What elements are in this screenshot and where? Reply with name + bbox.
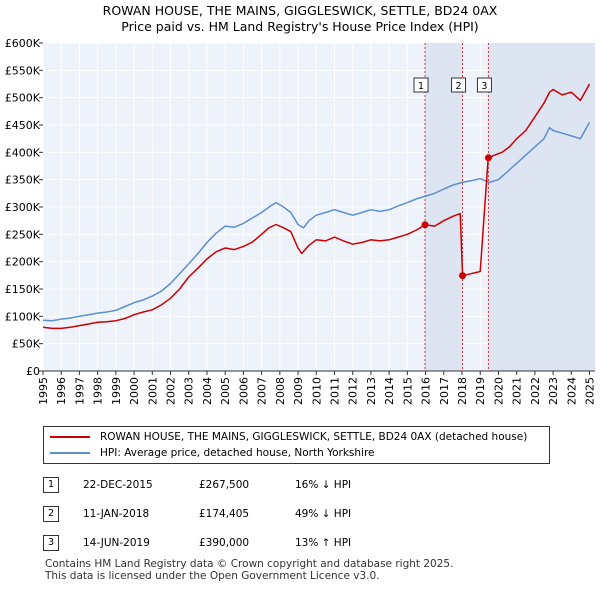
y-tick-label: £350K [5,174,41,187]
x-tick-label: 2001 [146,377,159,405]
x-tick-label: 1999 [110,377,123,405]
x-tick-label: 2000 [128,377,141,405]
x-tick-label: 2022 [529,377,542,405]
x-tick-label: 2003 [183,377,196,405]
y-tick-label: £0 [26,365,40,378]
x-tick-label: 1995 [37,377,50,405]
sale-point [459,272,467,280]
sale-marker-box: 1 [43,476,59,493]
x-tick-label: 2017 [438,377,451,405]
sale-marker-box [413,77,429,93]
sale-marker-box: 2 [43,505,59,522]
x-tick-label: 2023 [547,377,560,405]
x-tick-label: 2016 [420,377,433,405]
hpi-line [42,121,591,322]
table-row: 3 14-JUN-2019 £390,000 13% ↑ HPI [43,528,415,557]
table-row: 2 11-JAN-2018 £174,405 49% ↓ HPI [43,499,415,528]
x-tick-label: 2008 [274,377,287,405]
x-tick-label: 2021 [511,377,524,405]
sale-period-shade [425,43,463,371]
sale-price: £174,405 [199,507,250,520]
x-tick-label: 2006 [237,377,250,405]
x-tick-label: 2011 [328,377,341,405]
sale-price: £267,500 [199,478,250,491]
sales-table: 1 22-DEC-2015 £267,500 16% ↓ HPI 2 11-JA… [43,470,415,557]
x-tick-label: 2009 [292,377,305,405]
y-tick-label: £550K [5,64,41,77]
footer-license: This data is licensed under the Open Gov… [45,570,380,582]
legend-label-property: ROWAN HOUSE, THE MAINS, GIGGLESWICK, SET… [100,431,528,443]
sale-period-shade [488,43,595,371]
y-tick-label: £300K [5,201,41,214]
sale-date: 14-JUN-2019 [83,536,150,549]
x-tick-label: 2024 [565,377,578,405]
y-tick-label: £600K [5,37,41,50]
x-tick-label: 2012 [347,377,360,405]
sale-marker-box [451,77,467,93]
sale-hpi-diff: 16% ↓ HPI [295,478,352,491]
property-price-line [42,83,591,330]
sale-date: 11-JAN-2018 [83,507,150,520]
x-tick-label: 2010 [310,377,323,405]
legend-swatch-hpi [50,452,90,454]
legend-item-property: ROWAN HOUSE, THE MAINS, GIGGLESWICK, SET… [50,429,527,445]
y-tick-label: £450K [5,119,41,132]
x-tick-label: 2002 [165,377,178,405]
x-tick-label: 2020 [492,377,505,405]
y-tick-label: £250K [5,228,41,241]
x-tick-label: 1996 [55,377,68,405]
price-chart: 1 2 3 £0 £50K £100K £150K £200K £250K £300K £350K £… [5,37,597,405]
table-row: 1 22-DEC-2015 £267,500 16% ↓ HPI [43,470,415,499]
x-tick-label: 1998 [92,377,105,405]
y-tick-label: £100K [5,310,41,323]
x-tick-label: 2005 [219,377,232,405]
x-tick-label: 2018 [456,377,469,405]
sale-marker-box [476,77,492,93]
x-tick-label: 1997 [73,377,86,405]
y-tick-label: £150K [5,283,41,296]
x-tick-label: 2007 [256,377,269,405]
footer: Contains HM Land Registry data © Crown c… [45,558,453,582]
footer-copyright: Contains HM Land Registry data © Crown c… [45,558,454,570]
x-tick-label: 2013 [365,377,378,405]
x-tick-label: 2019 [474,377,487,405]
y-tick-label: £200K [5,256,41,269]
y-tick-label: £500K [5,92,41,105]
sale-point [484,154,492,162]
y-tick-label: £50K [12,338,41,351]
sale-marker-label: 3 [481,81,487,92]
legend-item-hpi: HPI: Average price, detached house, Nort… [50,445,375,461]
sale-price: £390,000 [199,536,250,549]
sale-marker-box: 3 [43,534,59,551]
sale-marker-label: 1 [418,81,424,92]
x-tick-label: 2014 [383,377,396,405]
legend-swatch-property [50,436,90,438]
chart-title-line2: Price paid vs. HM Land Registry's House … [121,19,479,34]
sale-date: 22-DEC-2015 [83,478,153,491]
x-tick-label: 2025 [584,377,597,405]
x-tick-label: 2015 [401,377,414,405]
legend: ROWAN HOUSE, THE MAINS, GIGGLESWICK, SET… [43,426,550,464]
y-tick-label: £400K [5,146,41,159]
sale-hpi-diff: 13% ↑ HPI [295,536,352,549]
legend-label-hpi: HPI: Average price, detached house, Nort… [100,447,375,459]
sale-marker-label: 2 [456,81,462,92]
x-tick-label: 2004 [201,377,214,405]
sale-point [421,221,429,229]
sale-hpi-diff: 49% ↓ HPI [295,507,352,520]
chart-title-line1: ROWAN HOUSE, THE MAINS, GIGGLESWICK, SET… [102,3,498,18]
